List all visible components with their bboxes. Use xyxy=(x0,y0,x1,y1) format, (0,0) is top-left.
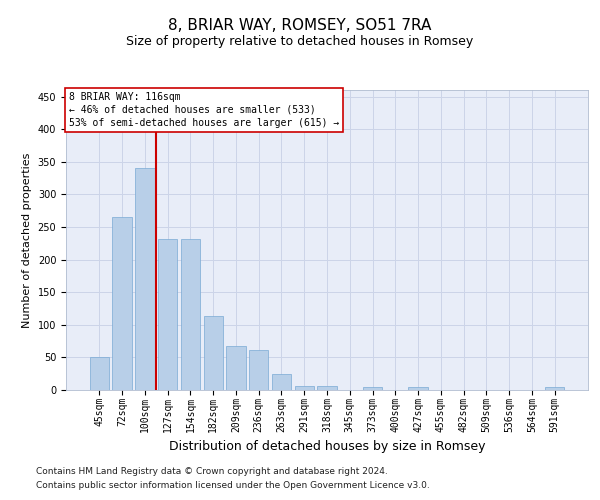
Bar xyxy=(181,238,200,390)
Text: 8, BRIAR WAY, ROMSEY, SO51 7RA: 8, BRIAR WAY, ROMSEY, SO51 7RA xyxy=(169,18,431,32)
Bar xyxy=(203,316,223,390)
Bar xyxy=(249,350,268,390)
Bar xyxy=(135,168,155,390)
X-axis label: Distribution of detached houses by size in Romsey: Distribution of detached houses by size … xyxy=(169,440,485,453)
Text: Contains HM Land Registry data © Crown copyright and database right 2024.: Contains HM Land Registry data © Crown c… xyxy=(36,467,388,476)
Bar xyxy=(409,386,428,390)
Bar xyxy=(545,386,564,390)
Bar xyxy=(295,386,314,390)
Bar xyxy=(112,217,132,390)
Bar xyxy=(363,386,382,390)
Bar xyxy=(272,374,291,390)
Text: 8 BRIAR WAY: 116sqm
← 46% of detached houses are smaller (533)
53% of semi-detac: 8 BRIAR WAY: 116sqm ← 46% of detached ho… xyxy=(68,92,339,128)
Bar xyxy=(158,238,178,390)
Bar xyxy=(226,346,245,390)
Text: Contains public sector information licensed under the Open Government Licence v3: Contains public sector information licen… xyxy=(36,481,430,490)
Bar xyxy=(90,358,109,390)
Y-axis label: Number of detached properties: Number of detached properties xyxy=(22,152,32,328)
Bar xyxy=(317,386,337,390)
Text: Size of property relative to detached houses in Romsey: Size of property relative to detached ho… xyxy=(127,35,473,48)
